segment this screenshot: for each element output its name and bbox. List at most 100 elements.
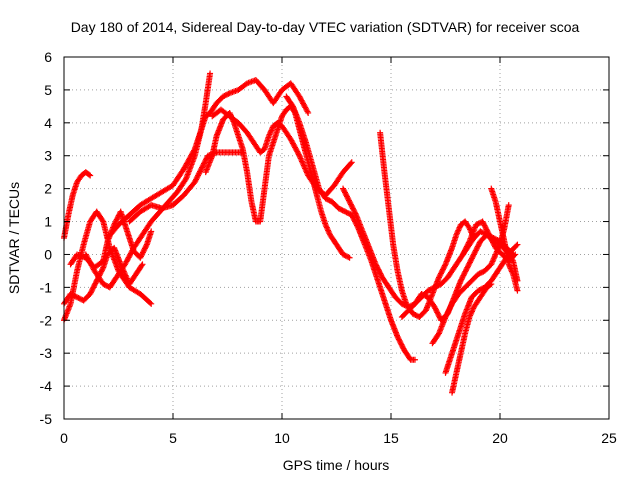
data-point: [224, 91, 231, 98]
data-point: [76, 295, 83, 302]
chart-title: Day 180 of 2014, Sidereal Day-to-day VTE…: [71, 19, 580, 35]
data-point: [101, 281, 108, 288]
data-point: [348, 202, 355, 209]
data-point: [295, 151, 302, 158]
data-point: [462, 267, 469, 274]
data-point: [114, 215, 121, 222]
data-point: [91, 281, 98, 288]
y-tick-label: -4: [40, 378, 53, 394]
data-point: [476, 286, 483, 293]
data-point: [139, 249, 146, 256]
data-point: [473, 246, 480, 253]
series-track-6: [104, 77, 312, 241]
data-point: [352, 210, 359, 217]
series-track-3: [61, 244, 146, 307]
data-point: [486, 233, 493, 240]
data-point: [345, 197, 352, 204]
data-point: [421, 292, 428, 299]
data-point: [86, 171, 93, 178]
data-point: [431, 304, 438, 311]
data-point: [461, 269, 468, 276]
data-point: [443, 312, 450, 319]
data-point: [475, 220, 482, 227]
data-point: [87, 290, 94, 297]
data-point: [344, 194, 351, 201]
x-tick-label: 25: [601, 430, 617, 446]
data-point: [90, 284, 97, 291]
data-point: [474, 244, 481, 251]
data-point: [438, 269, 445, 276]
data-point: [465, 240, 472, 247]
data-point: [346, 254, 353, 261]
data-point: [443, 311, 450, 318]
data-point: [148, 300, 155, 307]
data-point: [374, 263, 381, 270]
data-point: [464, 264, 471, 271]
data-point: [343, 193, 350, 200]
data-point: [141, 245, 148, 252]
data-point: [514, 241, 521, 248]
data-point: [474, 243, 481, 250]
data-point: [460, 250, 467, 257]
data-point: [198, 165, 205, 172]
y-tick-label: -5: [40, 411, 53, 427]
data-point: [425, 287, 432, 294]
data-point: [346, 210, 353, 217]
data-point: [432, 306, 439, 313]
data-point: [340, 185, 347, 192]
data-point: [395, 335, 402, 342]
data-point: [335, 205, 342, 212]
data-point: [436, 313, 443, 320]
data-point: [139, 250, 146, 257]
data-point: [347, 160, 354, 167]
data-point: [88, 288, 95, 295]
data-point: [68, 291, 75, 298]
data-point: [471, 250, 478, 257]
data-point: [143, 242, 150, 249]
data-point: [343, 209, 350, 216]
data-point: [468, 255, 475, 262]
data-point: [472, 247, 479, 254]
data-point: [447, 304, 454, 311]
data-point: [514, 287, 521, 294]
data-point: [482, 223, 489, 230]
data-series: [61, 70, 521, 396]
data-point: [460, 272, 467, 279]
data-point: [336, 206, 343, 213]
data-point: [191, 147, 198, 154]
series-track-14: [429, 202, 512, 347]
data-point: [459, 251, 466, 258]
grid: [64, 57, 609, 419]
data-point: [222, 92, 229, 99]
x-tick-label: 5: [169, 430, 177, 446]
data-point: [470, 251, 477, 258]
data-point: [422, 292, 429, 299]
data-point: [322, 195, 329, 202]
data-point: [97, 269, 104, 276]
data-point: [475, 287, 482, 294]
data-point: [445, 308, 452, 315]
data-point: [476, 240, 483, 247]
data-point: [102, 282, 109, 289]
data-point: [67, 290, 74, 297]
data-point: [198, 164, 205, 171]
data-point: [140, 248, 147, 255]
data-point: [200, 160, 207, 167]
data-point: [478, 229, 485, 236]
data-point: [441, 262, 448, 269]
data-point: [92, 280, 99, 287]
data-point: [72, 293, 79, 300]
data-point: [469, 254, 476, 261]
data-point: [435, 274, 442, 281]
data-point: [349, 204, 356, 211]
data-point: [347, 200, 354, 207]
data-point: [475, 242, 482, 249]
series-track-10: [283, 93, 418, 363]
data-point: [138, 262, 145, 269]
data-point: [491, 242, 498, 249]
data-point: [348, 159, 355, 166]
data-point: [485, 230, 492, 237]
data-point: [470, 252, 477, 259]
data-point: [477, 286, 484, 293]
